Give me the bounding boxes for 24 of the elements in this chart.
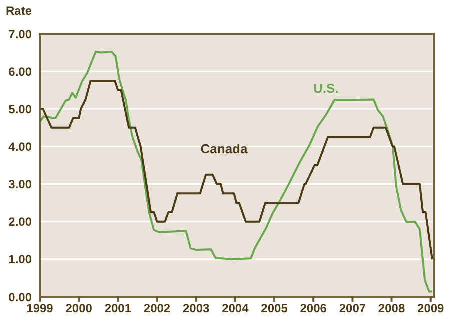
line-series (40, 80, 434, 260)
y-tick-label: 4.00 (8, 140, 32, 154)
x-tick-label: 2005 (261, 302, 288, 316)
x-tick-label: 2008 (378, 302, 406, 316)
x-tick-label: 2006 (300, 302, 328, 316)
x-tick-label: 2003 (183, 302, 210, 316)
series-label: U.S. (313, 81, 339, 96)
x-tick-label: 2001 (104, 302, 132, 316)
y-tick-label: 6.00 (8, 64, 32, 79)
y-axis-title: Rate (6, 4, 32, 18)
x-tick-label: 2004 (222, 302, 250, 316)
y-tick-label: 1.00 (8, 252, 32, 267)
line-series (40, 51, 434, 293)
x-tick-label: 2002 (144, 302, 171, 316)
y-tick-label: 2.00 (8, 215, 32, 230)
series-label: Canada (200, 142, 249, 157)
x-tick-label: 2000 (66, 302, 93, 316)
x-tick-label: 2009 (418, 302, 445, 316)
y-tick-label: 3.00 (8, 178, 32, 192)
y-tick-label: 7.00 (8, 27, 32, 42)
x-tick-label: 2007 (339, 302, 366, 316)
x-tick-label: 1999 (26, 302, 54, 316)
y-tick-label: 0.00 (8, 290, 32, 304)
y-tick-label: 5.00 (8, 102, 32, 116)
